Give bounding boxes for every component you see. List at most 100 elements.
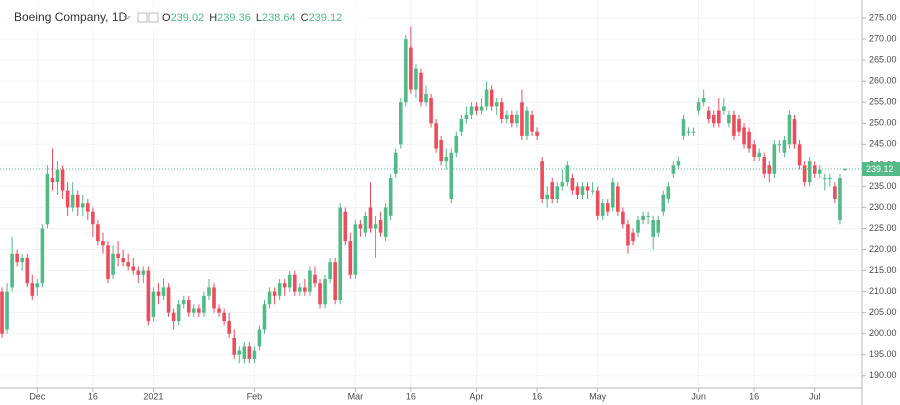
candle-body <box>373 224 378 229</box>
candle-body <box>585 186 590 191</box>
candle-body <box>348 241 353 275</box>
candle-body <box>802 165 807 183</box>
candle-body <box>121 257 125 263</box>
settings-icon[interactable] <box>137 12 148 23</box>
y-tick-label: 275.00 <box>869 12 897 22</box>
ohlc-legend: O 239.02 H 239.36 L 238.64 C 239.12 <box>162 12 342 24</box>
candle-body <box>176 304 181 322</box>
candle-body <box>404 39 408 103</box>
candle-body <box>565 165 570 183</box>
candle-body <box>383 207 388 237</box>
candle-body <box>545 194 549 200</box>
candle-body <box>222 312 226 322</box>
x-tick-label: Mar <box>348 391 364 401</box>
dropdown-arrow[interactable] <box>123 15 131 20</box>
candle-body <box>30 283 35 296</box>
candle-body <box>96 224 100 242</box>
y-tick-label: 215.00 <box>869 265 897 275</box>
candle-body <box>752 144 756 157</box>
candle-body <box>595 190 600 216</box>
candle-body <box>762 156 767 174</box>
x-tick-label: Jul <box>809 391 821 401</box>
x-tick-label: 16 <box>406 391 416 401</box>
ohlc-label: C <box>301 12 309 24</box>
candle-body <box>363 215 368 233</box>
candle-body <box>621 211 625 225</box>
y-tick-label: 250.00 <box>869 118 897 128</box>
candle-body <box>318 283 322 305</box>
candle-body <box>181 300 186 305</box>
candle-body <box>535 131 539 136</box>
y-tick-label: 200.00 <box>869 328 897 338</box>
candle-body <box>616 186 620 212</box>
candle-body <box>560 182 565 187</box>
candle-body <box>35 283 40 288</box>
candle-body <box>469 106 474 115</box>
candle-body <box>737 119 741 132</box>
candle-body <box>75 194 80 208</box>
y-tick-label: 255.00 <box>869 97 897 107</box>
x-tick-label: Dec <box>29 391 46 401</box>
candle-body <box>192 308 196 313</box>
ohlc-value: 239.36 <box>217 12 251 24</box>
candle-body <box>252 350 257 359</box>
candle-body <box>15 253 19 263</box>
candle-body <box>247 346 252 359</box>
candle-body <box>792 119 797 145</box>
candle-body <box>207 287 211 296</box>
candle-body <box>328 262 332 279</box>
candle-body <box>515 114 519 124</box>
candle-body <box>550 182 555 200</box>
candle-body <box>298 287 302 292</box>
candle-body <box>86 203 90 212</box>
candle-body <box>600 203 605 216</box>
legend-background <box>0 6 370 30</box>
close-icon[interactable] <box>148 12 159 23</box>
candle-body <box>323 278 327 305</box>
candle-body <box>343 211 348 242</box>
candle-body <box>434 123 438 149</box>
ohlc-value: 239.02 <box>171 12 205 24</box>
candle-body <box>843 169 847 171</box>
candle-body <box>510 114 514 124</box>
candle-body <box>651 220 655 237</box>
candle-body <box>303 287 307 292</box>
candle-body <box>701 98 706 103</box>
candle-body <box>711 114 716 124</box>
y-tick-label: 205.00 <box>869 307 897 317</box>
candle-body <box>641 215 645 221</box>
y-tick-label: 270.00 <box>869 33 897 43</box>
candle-body <box>378 220 383 233</box>
x-tick-label: Feb <box>247 391 263 401</box>
x-tick-label: 16 <box>749 391 759 401</box>
candle-body <box>605 203 610 212</box>
candle-body <box>439 140 443 162</box>
x-tick-label: May <box>589 391 607 401</box>
candle-body <box>212 287 216 309</box>
ohlc-value: 238.64 <box>262 12 296 24</box>
candle-body <box>429 98 433 124</box>
candle-body <box>484 89 489 107</box>
y-tick-label: 245.00 <box>869 139 897 149</box>
candle-body <box>530 114 534 132</box>
candle-body <box>217 308 221 313</box>
candle-body <box>25 257 30 284</box>
x-tick-label: Apr <box>469 391 483 401</box>
candle-body <box>267 291 272 305</box>
candle-body <box>646 215 650 217</box>
candle-body <box>706 110 711 120</box>
candle-body <box>197 308 201 313</box>
candle-body <box>116 253 120 258</box>
candle-body <box>424 93 428 103</box>
candle-body <box>459 119 464 132</box>
candle-body <box>504 114 509 120</box>
candle-body <box>353 224 358 275</box>
candle-body <box>812 165 817 174</box>
candle-body <box>570 177 575 191</box>
candle-body <box>388 177 393 216</box>
candle-body <box>136 270 141 275</box>
candle-body <box>257 329 262 347</box>
candle-body <box>656 220 661 233</box>
candle-body <box>580 186 585 195</box>
x-tick-label: 16 <box>88 391 98 401</box>
